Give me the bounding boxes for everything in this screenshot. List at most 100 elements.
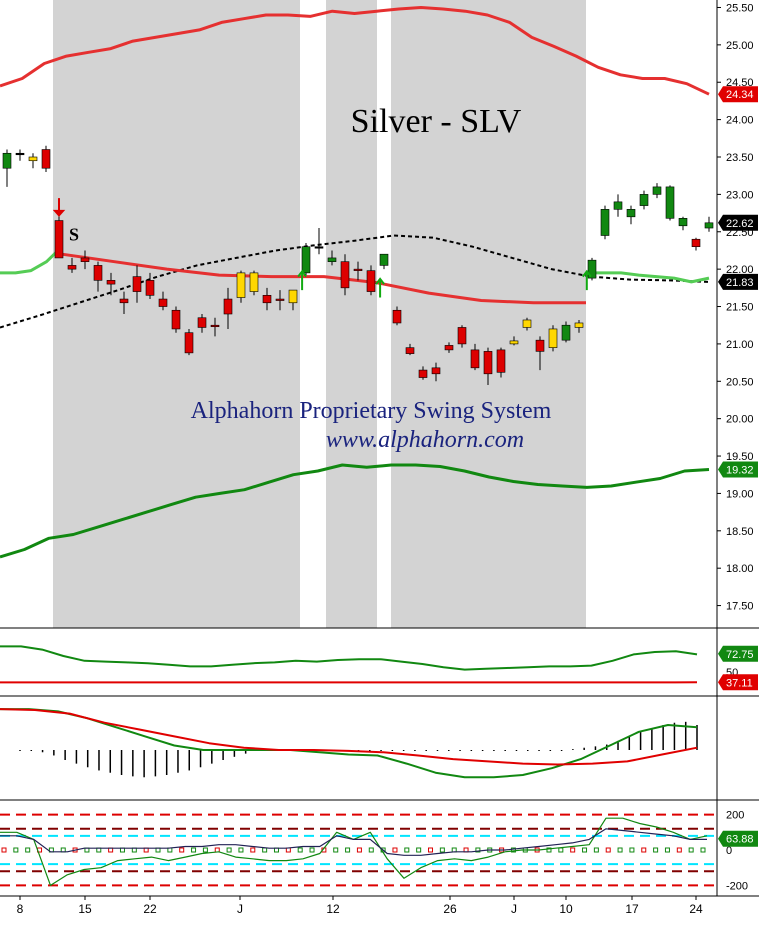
price-tick-label-5: 23.00 <box>726 189 754 201</box>
candle-body-33 <box>431 367 441 375</box>
signal-green-line-right <box>586 271 710 284</box>
cci-zero-dot-1 <box>13 847 19 853</box>
upper-band-line <box>0 6 710 96</box>
candle-body-7 <box>93 265 103 281</box>
cci-zero-dot-54 <box>641 847 647 853</box>
cci-zero-dot-15 <box>179 847 185 853</box>
price-tick-label-8: 21.50 <box>726 302 754 314</box>
candle-body-20 <box>262 295 272 304</box>
price-tick-label-7: 22.00 <box>726 264 754 276</box>
candle-body-29 <box>379 253 389 266</box>
price-tick-label-4: 23.50 <box>726 152 754 164</box>
cci-zero-dot-28 <box>333 847 339 853</box>
sell-signal-label: S <box>69 225 79 245</box>
candle-body-31 <box>405 347 415 354</box>
candle-body-3 <box>41 149 51 169</box>
candle-body-26 <box>340 261 350 289</box>
candle-body-23 <box>301 246 311 274</box>
candle-body-24 <box>314 246 324 249</box>
price-tag-1-bg <box>718 214 758 231</box>
lower-band-line <box>0 463 710 559</box>
x-tick-label-7: 10 <box>559 902 573 916</box>
candle-body-49 <box>639 194 649 206</box>
cci-zero-dot-20 <box>238 847 244 853</box>
candle-body-8 <box>106 280 116 285</box>
candle-body-25 <box>327 257 337 262</box>
cci-zero-dot-57 <box>676 847 682 853</box>
price-tick-label-3: 24.00 <box>726 115 754 127</box>
candle-body-43 <box>561 324 571 341</box>
cci-tag-0-bg <box>718 830 758 847</box>
candle-body-15 <box>197 317 207 328</box>
candle-body-16 <box>210 324 220 328</box>
candle-body-18 <box>236 272 246 298</box>
candle-body-9 <box>119 298 129 304</box>
candle-body-10 <box>132 276 142 292</box>
price-tick-label-1: 25.00 <box>726 40 754 52</box>
buy-arrow-icon-2 <box>582 269 592 291</box>
price-tick-label-9: 21.00 <box>726 339 754 351</box>
candle-body-14 <box>184 332 194 354</box>
candle-body-53 <box>691 238 701 248</box>
x-tick-label-9: 24 <box>689 902 703 916</box>
price-tick-label-12: 19.50 <box>726 451 754 463</box>
candle-body-45 <box>587 259 597 279</box>
cci-tick-label-2: -200 <box>726 880 748 892</box>
price-tick-label-13: 19.00 <box>726 488 754 500</box>
cci-zero-dot-51 <box>605 847 611 853</box>
cci-zero-dot-36 <box>428 847 434 853</box>
rsi-tag-0: 72.75 <box>726 649 754 661</box>
candle-body-38 <box>496 349 506 373</box>
candle-body-2 <box>28 156 38 162</box>
cci-zero-dot-33 <box>392 847 398 853</box>
shaded-period-2 <box>391 0 586 628</box>
buy-arrow-icon-1 <box>375 277 385 298</box>
price-tick-label-11: 20.00 <box>726 414 754 426</box>
candle-body-28 <box>366 270 376 292</box>
cci-series-1 <box>0 828 707 856</box>
x-tick-label-1: 15 <box>78 902 92 916</box>
price-tick-label-10: 20.50 <box>726 376 754 388</box>
cci-zero-dot-59 <box>700 847 706 853</box>
x-tick-label-3: J <box>237 902 243 916</box>
buy-arrow-icon-0 <box>297 269 307 291</box>
cci-tick-label-0: 200 <box>726 810 744 822</box>
chart-title: Silver - SLV <box>351 103 522 140</box>
x-tick-label-4: 12 <box>326 902 340 916</box>
cci-zero-dot-29 <box>345 847 351 853</box>
x-tick-label-2: 22 <box>143 902 157 916</box>
signal-green-line-left <box>0 245 64 275</box>
x-tick-label-5: 26 <box>443 902 457 916</box>
cci-zero-dot-49 <box>582 847 588 853</box>
candle-body-12 <box>158 298 168 307</box>
cci-zero-dot-21 <box>250 847 256 853</box>
cci-zero-dot-47 <box>558 847 564 853</box>
candle-body-11 <box>145 280 155 296</box>
cci-zero-dot-56 <box>664 847 670 853</box>
cci-zero-dot-2 <box>25 847 31 853</box>
candle-body-40 <box>522 319 532 328</box>
cci-tick-label-1: 0 <box>726 845 732 857</box>
candle-body-4 <box>54 220 64 259</box>
cci-zero-dot-17 <box>202 847 208 853</box>
candle-body-54 <box>704 222 714 229</box>
candle-body-17 <box>223 298 233 315</box>
candle-body-41 <box>535 339 545 352</box>
cci-zero-dot-53 <box>629 847 635 853</box>
cci-zero-dot-0 <box>1 847 7 853</box>
price-tick-label-0: 25.50 <box>726 2 754 14</box>
candle-body-35 <box>457 327 467 345</box>
cci-zero-dot-19 <box>226 847 232 853</box>
cci-zero-dot-31 <box>368 847 374 853</box>
cci-zero-dot-37 <box>439 847 445 853</box>
x-tick-label-6: J <box>511 902 517 916</box>
signal-red-line <box>61 252 586 305</box>
price-tick-label-14: 18.50 <box>726 526 754 538</box>
candle-body-30 <box>392 309 402 324</box>
candle-body-37 <box>483 351 493 375</box>
price-tag-3: 19.32 <box>726 465 754 477</box>
cci-zero-dot-22 <box>262 847 268 853</box>
candle-body-52 <box>678 218 688 227</box>
cci-zero-dot-16 <box>191 847 197 853</box>
